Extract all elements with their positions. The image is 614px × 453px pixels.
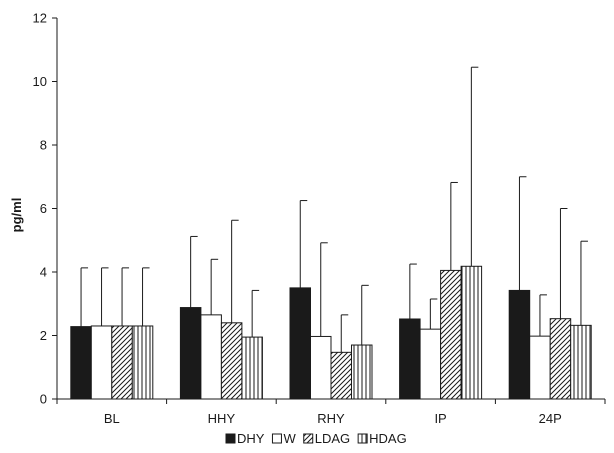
bar-ldag-rhy: [330, 351, 352, 400]
legend-label-ldag: LDAG: [315, 431, 350, 446]
y-tick-label: 10: [33, 74, 47, 89]
legend-swatch-ldag: [303, 433, 314, 444]
x-tick-label: 24P: [539, 411, 562, 426]
bar-w-hhy: [200, 314, 222, 400]
bar-dhy-hhy: [179, 307, 202, 400]
x-tick-label: BL: [104, 411, 120, 426]
bar-w-bl: [90, 325, 113, 400]
bar-ldag-ip: [440, 269, 462, 400]
bar-hdag-ip: [460, 265, 483, 400]
x-tick-label: IP: [434, 411, 446, 426]
bar-dhy-bl: [70, 326, 92, 400]
y-tick-label: 2: [40, 328, 47, 343]
legend-swatch-hdag: [357, 433, 368, 444]
y-tick-label: 0: [40, 392, 47, 407]
legend-label-w: W: [283, 431, 296, 446]
legend: DHY W LDAG HDAG: [225, 431, 407, 446]
y-tick-label: 4: [40, 265, 47, 280]
legend-swatch-w: [271, 433, 282, 444]
x-tick-label: RHY: [317, 411, 345, 426]
legend-label-dhy: DHY: [237, 431, 265, 446]
bar-ldag-bl: [111, 325, 133, 400]
bar-hdag-hhy: [241, 336, 263, 400]
bar-w-ip: [419, 328, 442, 400]
bar-w-24p: [529, 335, 551, 400]
bar-dhy-ip: [399, 318, 421, 400]
y-tick-label: 6: [40, 201, 47, 216]
bar-hdag-24p: [570, 324, 592, 400]
y-tick-label: 8: [40, 138, 47, 153]
bar-ldag-24p: [549, 318, 572, 400]
bar-hdag-rhy: [351, 344, 373, 400]
bar-hdag-bl: [131, 325, 154, 400]
bar-dhy-24p: [508, 289, 531, 400]
y-tick-label: 12: [33, 11, 47, 26]
bar-ldag-hhy: [220, 322, 243, 400]
legend-swatch-dhy: [225, 433, 236, 444]
legend-label-hdag: HDAG: [369, 431, 407, 446]
bar-w-rhy: [310, 335, 332, 400]
plot-area: 0 2 4 6 8 10 12 BL HHY RHY IP 24P: [33, 11, 606, 426]
x-tick-label: HHY: [208, 411, 236, 426]
y-axis-label: pg/ml: [9, 198, 24, 233]
bar-dhy-rhy: [289, 287, 311, 400]
